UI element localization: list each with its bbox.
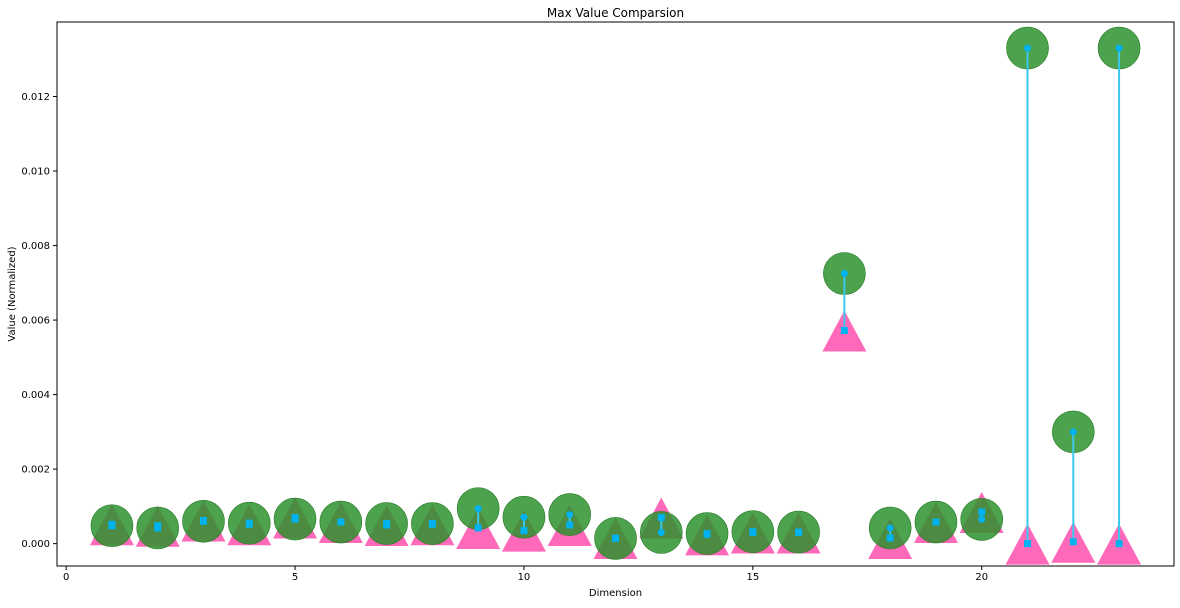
value-square (428, 520, 436, 528)
x-tick-label: 10 (518, 572, 531, 583)
y-axis-label: Value (Normalized) (7, 246, 18, 341)
y-tick-label: 0.000 (21, 539, 50, 550)
value-square (703, 530, 711, 538)
triangle-value-square (1115, 540, 1123, 548)
triangle-value-square (886, 534, 894, 542)
x-tick-label: 5 (292, 572, 298, 583)
circle-value-dot (1069, 428, 1077, 436)
value-square (383, 520, 391, 529)
x-tick-label: 15 (746, 572, 759, 583)
y-tick-label: 0.008 (21, 241, 50, 252)
value-square (291, 514, 299, 523)
triangle-value-square (1069, 538, 1077, 546)
value-square (154, 522, 162, 532)
value-square (795, 528, 803, 536)
circle-value-dot (886, 524, 894, 532)
y-tick-label: 0.002 (21, 465, 50, 476)
triangle-value-square (657, 514, 665, 522)
tick-layer: 0 5 10 15 20 0.000 0.002 0.004 0.006 0.008 0.010 0.… (21, 92, 988, 583)
value-square (245, 519, 253, 528)
circle-value-dot (1115, 44, 1123, 52)
axes-frame (56, 21, 1175, 567)
y-tick-label: 0.012 (21, 92, 50, 103)
value-square (337, 518, 345, 526)
triangle-value-square (840, 327, 848, 335)
value-square (612, 534, 619, 542)
plot-layer (89, 26, 1142, 565)
value-square (108, 520, 116, 530)
triangle-value-square (474, 524, 482, 532)
circle-value-dot (840, 270, 848, 278)
triangle-value-square (566, 521, 574, 529)
triangle-value-square (978, 508, 986, 516)
triangle-value-square (1024, 540, 1032, 548)
value-square (932, 518, 940, 526)
y-tick-label: 0.010 (21, 167, 50, 178)
x-tick-label: 20 (975, 572, 988, 583)
circle-value-dot (1024, 44, 1032, 52)
x-axis-label: Dimension (589, 588, 642, 599)
x-tick-label: 0 (63, 572, 69, 583)
circle-value-dot (474, 505, 482, 513)
chart-title: Max Value Comparsion (547, 6, 684, 20)
circle-value-dot (566, 511, 574, 519)
triangle-value-square (520, 527, 528, 535)
y-tick-label: 0.006 (21, 316, 50, 327)
circle-value-dot (978, 515, 986, 523)
y-tick-label: 0.004 (21, 390, 50, 401)
circle-value-dot (657, 528, 665, 536)
circle-value-dot (520, 513, 528, 521)
value-square (749, 528, 757, 536)
value-square (199, 517, 207, 525)
